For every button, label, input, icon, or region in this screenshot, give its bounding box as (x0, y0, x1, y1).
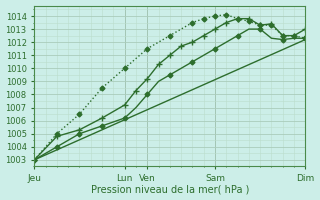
X-axis label: Pression niveau de la mer( hPa ): Pression niveau de la mer( hPa ) (91, 184, 249, 194)
